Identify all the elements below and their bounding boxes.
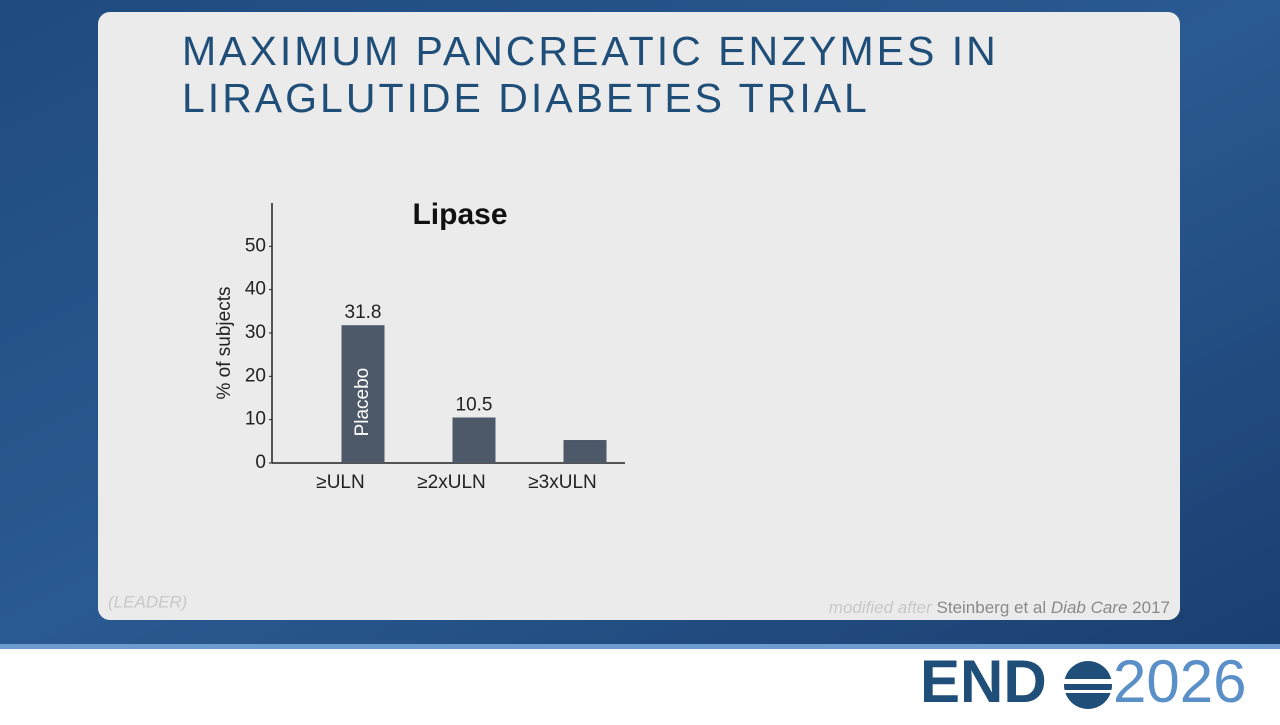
bar [452, 417, 496, 463]
y-tick-label: 30 [245, 322, 266, 343]
x-tick-label: ≥3xULN [528, 472, 597, 493]
citation-authors: Steinberg et al [937, 598, 1047, 617]
series-label: Placebo [352, 368, 373, 437]
slide-title: MAXIMUM PANCREATIC ENZYMES IN [182, 28, 999, 74]
content-panel [98, 12, 1180, 620]
bar [563, 440, 607, 463]
study-name: (LEADER) [108, 592, 187, 611]
citation-journal: Diab Care [1051, 598, 1128, 617]
logo-word: END [920, 648, 1047, 715]
logo-globe [1062, 661, 1114, 709]
value-label: 31.8 [345, 302, 382, 323]
y-tick-label: 0 [255, 452, 266, 473]
y-tick-label: 10 [245, 409, 266, 430]
bar [341, 325, 385, 463]
citation-year: 2017 [1132, 598, 1170, 617]
chart-title: Lipase [412, 198, 507, 231]
footer-line [0, 644, 1280, 649]
logo-year: 2026 [1113, 648, 1246, 715]
y-tick-label: 20 [245, 365, 266, 386]
chart: Lipase % of subjects 0 10 20 30 40 50 ≥ULN 31.8 Pl… [214, 198, 625, 493]
value-label: 10.5 [456, 395, 493, 416]
x-tick-label: ≥2xULN [417, 472, 486, 493]
y-tick-label: 40 [245, 279, 266, 300]
y-axis-label: % of subjects [214, 287, 235, 400]
citation: modified after Steinberg et al Diab Care… [829, 598, 1170, 617]
y-tick-label: 50 [245, 235, 266, 256]
x-tick-label: ≥ULN [316, 472, 364, 493]
slide-title: LIRAGLUTIDE DIABETES TRIAL [182, 75, 870, 121]
citation-prefix: modified after [829, 598, 933, 617]
